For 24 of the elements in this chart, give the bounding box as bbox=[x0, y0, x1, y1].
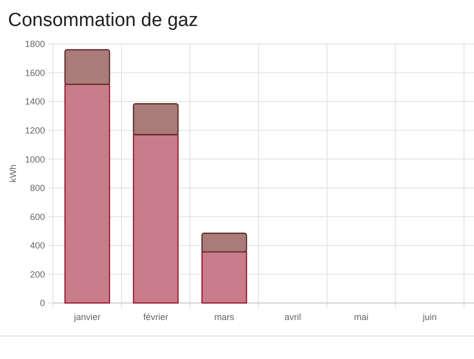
bar bbox=[132, 134, 179, 304]
y-tick-label: 1200 bbox=[24, 125, 45, 136]
x-tick-label: février bbox=[143, 312, 168, 322]
x-tick-label: mai bbox=[354, 312, 369, 322]
chart-title: Consommation de gaz bbox=[8, 10, 198, 31]
y-tick-label: 800 bbox=[30, 183, 45, 194]
bar bbox=[64, 84, 110, 304]
y-tick-label: 1600 bbox=[24, 68, 45, 78]
y-tick-label: 1000 bbox=[24, 154, 45, 164]
x-tick-label: janvier bbox=[72, 312, 101, 322]
y-tick-label: 1800 bbox=[24, 39, 45, 50]
bar bbox=[201, 251, 248, 304]
bar bbox=[64, 49, 110, 85]
y-tick-label: 200 bbox=[30, 269, 45, 280]
y-tick-label: 600 bbox=[30, 212, 45, 222]
y-tick-label: 1400 bbox=[24, 96, 45, 107]
bar bbox=[132, 103, 179, 136]
y-axis-title: kWh bbox=[8, 164, 18, 182]
x-tick-label: avril bbox=[284, 312, 302, 322]
bar bbox=[201, 232, 248, 253]
x-tick-label: mars bbox=[214, 312, 235, 322]
y-tick-label: 400 bbox=[30, 240, 45, 251]
x-tick-label: juin bbox=[422, 312, 437, 322]
y-tick-label: 0 bbox=[40, 298, 45, 308]
